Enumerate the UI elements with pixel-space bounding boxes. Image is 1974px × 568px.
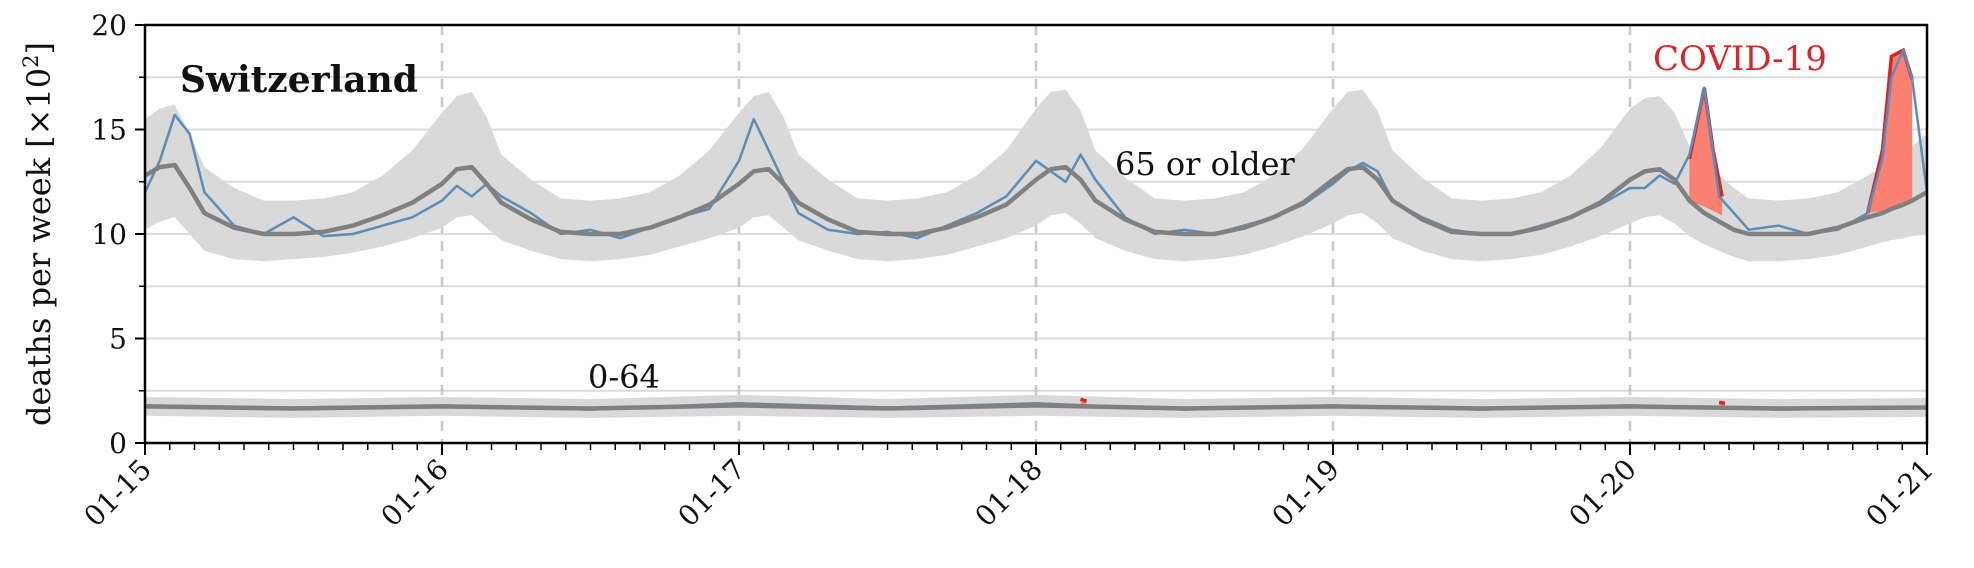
younger-baseline-line xyxy=(144,403,1928,411)
x-tick-label: 01-15 xyxy=(78,453,158,533)
younger-excess-edge xyxy=(1080,397,1088,403)
younger-excess-edge xyxy=(1718,400,1726,406)
y-tick-label: 0 xyxy=(109,427,127,460)
older-excess-area xyxy=(1689,87,1723,216)
older-baseline-line xyxy=(143,162,1929,237)
y-tick-label: 5 xyxy=(109,323,127,356)
y-tick-label: 10 xyxy=(91,218,127,251)
older-uncertainty-band xyxy=(145,89,1927,262)
y-axis-ticks: 0 5 10 15 20 xyxy=(91,9,145,460)
series-lines xyxy=(143,48,1929,411)
x-tick-label: 01-16 xyxy=(375,453,455,533)
x-tick-label: 01-17 xyxy=(672,453,752,533)
older-annotation: 65 or older xyxy=(1115,145,1296,183)
region-title: Switzerland xyxy=(180,59,418,101)
y-tick-label: 20 xyxy=(91,9,127,42)
x-axis-ticks: 01-15 01-16 01-17 01-18 01-19 01-20 01-21 xyxy=(78,443,1940,533)
covid-annotation: COVID-19 xyxy=(1653,39,1827,79)
y-tick-label: 15 xyxy=(91,114,127,147)
y-axis-label: deaths per week[×102] xyxy=(19,42,58,426)
older-observed-line xyxy=(143,48,1929,240)
x-tick-label: 01-19 xyxy=(1266,453,1346,533)
x-tick-label: 01-21 xyxy=(1860,453,1940,533)
x-tick-label: 01-18 xyxy=(969,453,1049,533)
x-tick-label: 01-20 xyxy=(1563,453,1643,533)
younger-annotation: 0-64 xyxy=(588,358,660,396)
